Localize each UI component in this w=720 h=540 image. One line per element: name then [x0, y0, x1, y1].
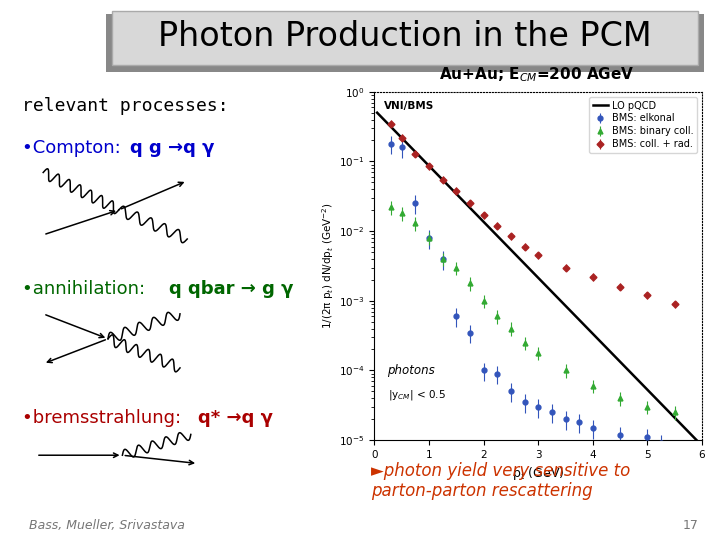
Text: VNI/BMS: VNI/BMS — [384, 100, 434, 111]
Text: Bass, Mueller, Srivastava: Bass, Mueller, Srivastava — [29, 519, 184, 532]
Text: Au+Au; E$_{CM}$=200 AGeV: Au+Au; E$_{CM}$=200 AGeV — [438, 65, 634, 84]
LO pQCD — [572, 313, 580, 320]
Text: q g →q γ: q g →q γ — [130, 139, 214, 157]
Text: ►photon yield very sensitive to
parton-parton rescattering: ►photon yield very sensitive to parton-p… — [371, 462, 630, 501]
Text: •annihilation:: •annihilation: — [22, 280, 150, 298]
Text: q* →q γ: q* →q γ — [198, 409, 273, 427]
LO pQCD — [572, 314, 581, 321]
LO pQCD — [373, 110, 382, 116]
Legend: LO pQCD, BMS: elkonal, BMS: binary coll., BMS: coll. + rad.: LO pQCD, BMS: elkonal, BMS: binary coll.… — [589, 97, 697, 153]
X-axis label: p$_t$ (GeV): p$_t$ (GeV) — [512, 465, 564, 482]
Text: |y$_{CM}$| < 0.5: |y$_{CM}$| < 0.5 — [387, 388, 445, 402]
LO pQCD — [677, 421, 685, 428]
LO pQCD — [578, 320, 587, 327]
LO pQCD — [374, 111, 382, 117]
Text: Photon Production in the PCM: Photon Production in the PCM — [158, 20, 652, 53]
LO pQCD — [708, 454, 717, 460]
Text: photons: photons — [387, 364, 436, 377]
Line: LO pQCD: LO pQCD — [377, 113, 713, 457]
Text: relevant processes:: relevant processes: — [22, 97, 228, 115]
Text: •Compton:: •Compton: — [22, 139, 126, 157]
Y-axis label: 1/(2π p$_t$) dN/dp$_t$ (GeV$^{-2}$): 1/(2π p$_t$) dN/dp$_t$ (GeV$^{-2}$) — [320, 202, 336, 329]
Text: •bremsstrahlung:: •bremsstrahlung: — [22, 409, 186, 427]
LO pQCD — [656, 400, 665, 406]
Text: 17: 17 — [683, 519, 698, 532]
Text: q qbar → g γ: q qbar → g γ — [169, 280, 294, 298]
